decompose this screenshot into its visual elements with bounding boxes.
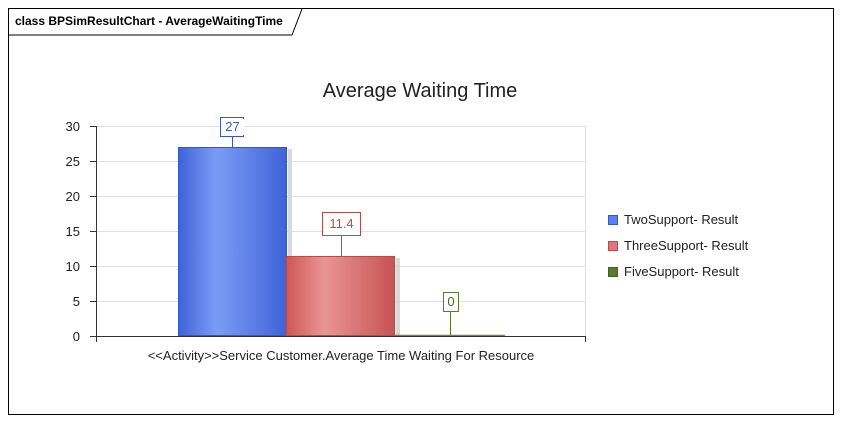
diagram-frame: class BPSimResultChart - AverageWaitingT…: [8, 8, 834, 415]
y-tick-15: 15: [65, 224, 80, 239]
legend-item-fivesupport: FiveSupport- Result: [608, 264, 739, 279]
legend-swatch-green-icon: [608, 267, 618, 277]
legend-swatch-blue-icon: [608, 215, 618, 225]
legend-item-threesupport: ThreeSupport- Result: [608, 238, 748, 253]
legend-label: ThreeSupport- Result: [624, 238, 749, 253]
frame-tab-outline: [9, 9, 303, 36]
legend-swatch-red-icon: [608, 241, 618, 251]
legend-item-twosupport: TwoSupport- Result: [608, 212, 738, 227]
legend-label: TwoSupport- Result: [624, 212, 739, 227]
data-label-twosupport: 27: [221, 119, 244, 135]
bar-threesupport: [286, 256, 395, 336]
x-axis-label: <<Activity>>Service Customer.Average Tim…: [147, 348, 535, 363]
y-tick-20: 20: [65, 189, 80, 204]
y-tick-5: 5: [72, 294, 80, 309]
y-tick-10: 10: [65, 259, 80, 274]
y-tick-30: 30: [65, 119, 80, 134]
chart-title: Average Waiting Time: [322, 80, 518, 102]
y-tick-25: 25: [65, 154, 80, 169]
legend-label: FiveSupport- Result: [624, 264, 739, 279]
y-tick-0: 0: [72, 329, 80, 344]
bar-twosupport: [178, 147, 287, 336]
data-label-fivesupport: 0: [444, 294, 458, 310]
data-label-threesupport: 11.4: [323, 216, 360, 232]
frame-title: class BPSimResultChart - AverageWaitingT…: [15, 14, 283, 28]
